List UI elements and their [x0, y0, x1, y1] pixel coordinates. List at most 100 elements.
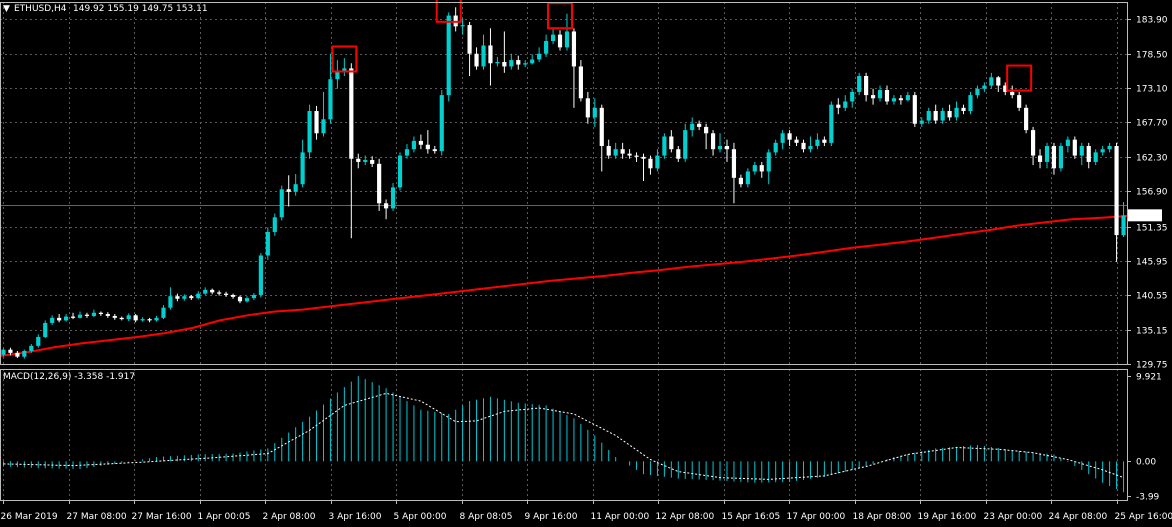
grid-lines [0, 2, 1127, 500]
y-tick-label: 183.90 [1136, 16, 1168, 26]
marker-box [547, 2, 574, 30]
markers [331, 0, 1033, 92]
candle-body [314, 111, 319, 134]
candle-body [724, 146, 730, 150]
x-tick-label: 9 Apr 16:00 [525, 512, 578, 522]
candle-body [752, 165, 757, 172]
candle-body [446, 15, 451, 96]
moving-average [0, 215, 1128, 357]
candle-body [22, 350, 27, 357]
header-arrow[interactable]: ▼ [3, 4, 10, 14]
candle-body [481, 45, 486, 67]
candle-body [439, 95, 444, 152]
candle-body [425, 144, 430, 150]
candle-body [683, 130, 688, 159]
candle-body [516, 60, 521, 65]
candle-body [585, 98, 590, 118]
candle-body [1030, 130, 1036, 156]
candle-body [84, 314, 90, 316]
candle-body [161, 307, 166, 318]
candle-body [133, 315, 138, 321]
candle-body [870, 95, 876, 99]
candle-body [544, 41, 549, 54]
candle-body [237, 296, 243, 302]
x-tick-label: 18 Apr 08:00 [853, 512, 912, 522]
y-tick-label: 173.10 [1136, 85, 1168, 95]
candle-body [926, 111, 931, 121]
candle-body [919, 120, 924, 124]
candle-body [537, 53, 542, 60]
macd-panel [2, 376, 1125, 493]
x-tick-label: 5 Apr 00:00 [394, 512, 447, 522]
candle-body [1121, 215, 1126, 236]
current-price-tag [1128, 209, 1162, 222]
candle-body [989, 77, 994, 86]
candle-body [321, 119, 326, 134]
candle-body [300, 152, 305, 185]
y-tick-label: 178.50 [1136, 51, 1168, 61]
candle-body [196, 293, 201, 299]
candle-body [307, 111, 312, 153]
marker-box [1006, 64, 1033, 92]
candle-body [864, 76, 869, 96]
candle-body [662, 136, 667, 156]
candle-body [342, 68, 347, 72]
candle-body [77, 314, 83, 318]
candle-body [815, 139, 820, 147]
candle-body [613, 149, 618, 156]
candle-body [564, 31, 570, 48]
candle-body [1017, 95, 1022, 108]
candle-body [773, 142, 778, 153]
candle-body [759, 165, 764, 172]
candle-body [495, 62, 500, 64]
y-tick-label: 151.35 [1136, 224, 1168, 234]
candle-body [905, 95, 910, 101]
candle-body [801, 142, 806, 150]
candle-body [557, 34, 563, 48]
candle-body [648, 158, 653, 169]
candle-body [1024, 107, 1029, 131]
candle-body [488, 45, 493, 64]
candle-body [244, 298, 250, 302]
candle-body [975, 88, 980, 96]
candle-body [265, 231, 270, 256]
candle-body [1044, 146, 1050, 162]
macd-y-tick-label: 0.00 [1136, 458, 1156, 468]
candle-body [286, 189, 291, 192]
ma-line [0, 215, 1128, 357]
x-tick-label: 1 Apr 00:05 [198, 512, 251, 522]
candle-body [530, 59, 535, 64]
x-tick-label: 3 Apr 16:00 [329, 512, 382, 522]
x-tick-label: 23 Apr 00:00 [984, 512, 1043, 522]
candle-body [182, 296, 187, 299]
x-tick-label: 26 Mar 2019 [1, 512, 58, 522]
candle-body [474, 53, 479, 67]
x-tick-label: 2 Apr 08:00 [263, 512, 316, 522]
candle-body [961, 107, 966, 112]
candle-body [509, 60, 514, 67]
candle-body [335, 71, 340, 80]
candle-body [822, 139, 827, 143]
candle-body [328, 79, 333, 120]
signal-line [3, 392, 1124, 480]
candle-body [349, 68, 354, 159]
candle-body [968, 95, 973, 112]
candle-body [641, 156, 646, 159]
candle-body [460, 25, 465, 27]
candle-body [36, 336, 41, 346]
candle-body [356, 158, 361, 162]
candle-body [780, 133, 785, 143]
candle-body [8, 349, 13, 353]
candle-body [1107, 146, 1112, 150]
candle-body [606, 146, 611, 156]
candle-body [523, 63, 528, 65]
candle-body [279, 189, 284, 218]
candle-body [203, 289, 208, 294]
candle-body [43, 322, 48, 337]
candle-body [29, 345, 34, 351]
candle-body [578, 66, 583, 99]
candle-body [745, 171, 750, 185]
y-tick-label: 135.15 [1136, 327, 1168, 337]
candle-body [1051, 146, 1057, 169]
